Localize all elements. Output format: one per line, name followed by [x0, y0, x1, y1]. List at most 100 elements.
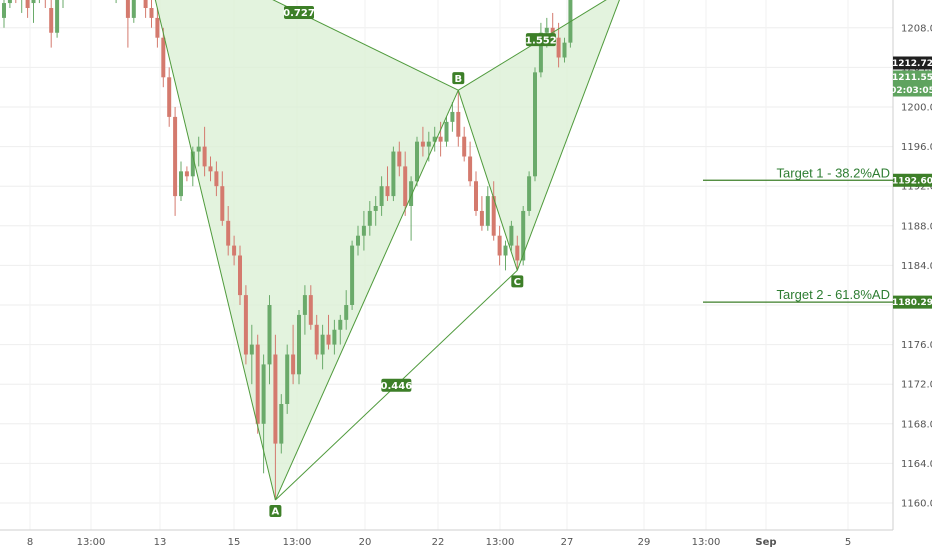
candle-body — [7, 0, 12, 4]
ratio-label-box — [284, 5, 314, 19]
target-price-tag-text: 1192.60 — [892, 176, 932, 186]
candle-body — [509, 225, 514, 246]
candle-body — [450, 111, 455, 122]
candle-body — [131, 0, 136, 18]
price-tag — [893, 56, 932, 70]
candle-body — [344, 305, 349, 320]
pattern-line-ab — [274, 89, 459, 501]
candle-body — [397, 151, 402, 167]
candle-body — [238, 255, 242, 296]
x-tick-label: 20 — [359, 537, 372, 548]
target-price-tag — [893, 173, 932, 187]
candle-body — [426, 141, 431, 147]
y-tick-label: 1172.00 — [901, 380, 932, 391]
candle-body — [55, 0, 60, 33]
candle-body — [338, 319, 343, 330]
pattern-triangle-bcd — [458, 0, 620, 271]
candle-body — [2, 3, 6, 18]
candle-body — [326, 334, 331, 345]
price-tag-text: 1212.72 — [892, 59, 932, 69]
x-tick-label: 8 — [27, 537, 33, 548]
candle-body — [31, 0, 36, 4]
candle-body — [249, 344, 254, 355]
candle-body — [155, 17, 160, 38]
candle-body — [232, 245, 237, 256]
candle-body — [403, 166, 408, 206]
pattern-line-cd — [516, 0, 620, 271]
ratio-label: 1.552 — [525, 35, 557, 46]
price-tag-text: 1211.55 — [892, 73, 932, 83]
target-price-tag-text: 1180.29 — [892, 298, 932, 308]
candle-body — [202, 146, 207, 167]
ratio-label-box — [525, 33, 556, 47]
x-tick-label: 5 — [845, 537, 851, 548]
candle-body — [415, 141, 419, 182]
pattern-point-label: C — [514, 277, 521, 288]
candle-body — [356, 235, 360, 246]
ratio-label: 0.446 — [381, 381, 413, 392]
candle-body — [361, 225, 366, 236]
candle-body — [409, 181, 414, 206]
x-tick-label: 13 — [154, 537, 167, 548]
pattern-triangle-xab — [155, 0, 459, 501]
pattern-point-label: B — [454, 74, 462, 85]
candle-body — [267, 305, 272, 365]
pattern-point-box — [269, 505, 282, 518]
candle-body — [25, 0, 30, 8]
candle-body — [243, 295, 248, 355]
target-label: Target 2 - 61.8%AD — [777, 287, 890, 302]
candle-body — [391, 151, 396, 197]
candle-body — [143, 0, 148, 9]
candle-body — [527, 176, 532, 211]
candle-body — [485, 196, 490, 226]
candle-body — [214, 171, 219, 187]
candle-body — [184, 171, 189, 177]
pattern-point-box — [452, 72, 465, 85]
candle-body — [226, 220, 231, 246]
candle-body — [320, 334, 325, 355]
candle-body — [444, 121, 449, 142]
y-tick-label: 1192.00 — [901, 182, 932, 193]
candle-body — [302, 295, 307, 315]
candle-body — [420, 141, 425, 147]
candle-body — [462, 136, 467, 157]
y-tick-label: 1208.00 — [901, 23, 932, 34]
candle-body — [220, 186, 225, 221]
candle-body — [125, 0, 130, 18]
candle-body — [556, 37, 561, 58]
candle-body — [49, 8, 54, 33]
y-tick-label: 1168.00 — [901, 419, 932, 430]
price-tag-text: 02:03:05 — [890, 86, 932, 96]
candle-body — [161, 37, 166, 78]
candle-body — [432, 136, 437, 142]
candle-body — [190, 151, 195, 177]
pattern-point-box — [511, 275, 524, 288]
candle-body — [474, 181, 478, 211]
x-tick-label: Sep — [755, 537, 776, 548]
candle-body — [167, 77, 172, 117]
y-tick-label: 1160.00 — [901, 499, 932, 510]
y-tick-label: 1196.00 — [901, 142, 932, 153]
price-tag — [893, 83, 932, 97]
candle-body — [515, 245, 520, 261]
x-tick-label: 22 — [432, 537, 445, 548]
pattern-line-bc — [457, 90, 518, 271]
candle-body — [491, 196, 496, 236]
candle-body — [379, 186, 384, 206]
pattern-line-xa — [154, 0, 276, 501]
candle-body — [273, 354, 278, 444]
candle-body — [196, 146, 201, 152]
candle-body — [291, 354, 296, 375]
candle-body — [255, 344, 260, 424]
y-tick-label: 1200.00 — [901, 103, 932, 114]
y-tick-label: 1184.00 — [901, 261, 932, 272]
candle-body — [179, 171, 183, 197]
candle-body — [538, 32, 543, 73]
y-tick-label: 1164.00 — [901, 459, 932, 470]
pattern-point-label: A — [272, 507, 280, 518]
candle-body — [308, 295, 313, 325]
candle-body — [497, 235, 502, 256]
y-tick-label: 1188.00 — [901, 221, 932, 232]
x-tick-label: 13:00 — [283, 537, 312, 548]
